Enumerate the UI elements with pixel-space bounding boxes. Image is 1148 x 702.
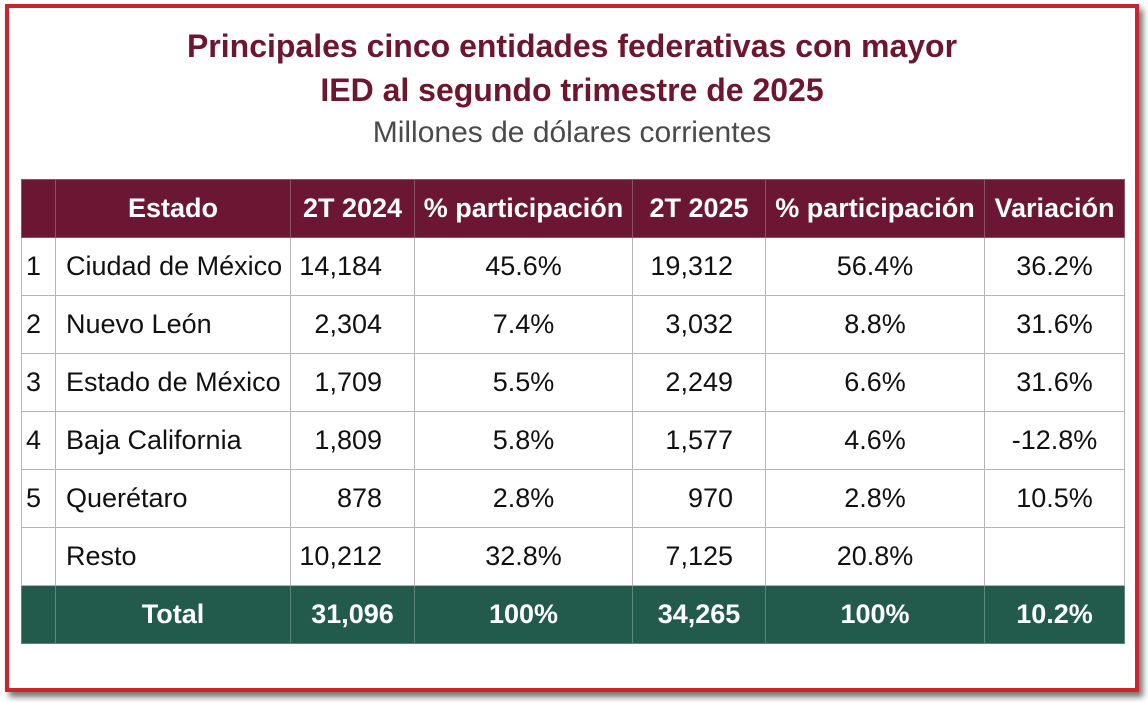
variacion-cell: 31.6% bbox=[984, 295, 1125, 354]
rank-cell: 2 bbox=[21, 295, 56, 354]
title-line-2: IED al segundo trimestre de 2025 bbox=[320, 72, 824, 108]
value-2024-cell: 1,709 bbox=[290, 353, 415, 412]
share-2024-cell: 7.4% bbox=[414, 295, 633, 354]
share-2025-cell: 6.6% bbox=[765, 353, 985, 412]
value-2024-cell: 2,304 bbox=[290, 295, 415, 354]
estado-cell: Resto bbox=[55, 527, 291, 586]
variacion-cell bbox=[984, 527, 1125, 586]
estado-cell: Baja California bbox=[55, 411, 291, 470]
header-participacion-2024: % participación bbox=[414, 179, 633, 238]
total-variacion: 10.2% bbox=[984, 585, 1125, 644]
share-2025-cell: 4.6% bbox=[765, 411, 985, 470]
ied-table: Estado 2T 2024 % participación 2T 2025 %… bbox=[21, 179, 1125, 644]
value-2025-cell: 1,577 bbox=[632, 411, 766, 470]
total-value-2025: 34,265 bbox=[632, 585, 766, 644]
variacion-cell: -12.8% bbox=[984, 411, 1125, 470]
total-share-2024: 100% bbox=[414, 585, 633, 644]
value-2024-cell: 14,184 bbox=[290, 237, 415, 296]
total-value-2024: 31,096 bbox=[290, 585, 415, 644]
subtitle: Millones de dólares corrientes bbox=[372, 116, 772, 149]
header-participacion-2025: % participación bbox=[765, 179, 985, 238]
total-row: Total 31,096 100% 34,265 100% 10.2% bbox=[21, 585, 1125, 644]
header-estado: Estado bbox=[55, 179, 291, 238]
table-row: Resto 10,212 32.8% 7,125 20.8% bbox=[21, 527, 1125, 586]
header-2t2025: 2T 2025 bbox=[632, 179, 766, 238]
estado-cell: Ciudad de México bbox=[55, 237, 291, 296]
share-2024-cell: 32.8% bbox=[414, 527, 633, 586]
share-2024-cell: 5.5% bbox=[414, 353, 633, 412]
table-row: 4 Baja California 1,809 5.8% 1,577 4.6% … bbox=[21, 411, 1125, 470]
estado-cell: Nuevo León bbox=[55, 295, 291, 354]
header-2t2024: 2T 2024 bbox=[290, 179, 415, 238]
table-row: 2 Nuevo León 2,304 7.4% 3,032 8.8% 31.6% bbox=[21, 295, 1125, 354]
table-row: 3 Estado de México 1,709 5.5% 2,249 6.6%… bbox=[21, 353, 1125, 412]
total-label: Total bbox=[55, 585, 291, 644]
slide-frame: Principales cinco entidades federativas … bbox=[5, 4, 1139, 692]
share-2024-cell: 5.8% bbox=[414, 411, 633, 470]
value-2024-cell: 10,212 bbox=[290, 527, 415, 586]
rank-cell: 5 bbox=[21, 469, 56, 528]
header-row: Estado 2T 2024 % participación 2T 2025 %… bbox=[21, 179, 1125, 238]
value-2024-cell: 1,809 bbox=[290, 411, 415, 470]
value-2024-cell: 878 bbox=[290, 469, 415, 528]
header-variacion: Variación bbox=[984, 179, 1125, 238]
rank-cell: 1 bbox=[21, 237, 56, 296]
rank-cell: 4 bbox=[21, 411, 56, 470]
header-rank bbox=[21, 179, 56, 238]
rank-cell bbox=[21, 527, 56, 586]
variacion-cell: 10.5% bbox=[984, 469, 1125, 528]
table-row: 1 Ciudad de México 14,184 45.6% 19,312 5… bbox=[21, 237, 1125, 296]
share-2025-cell: 56.4% bbox=[765, 237, 985, 296]
estado-cell: Querétaro bbox=[55, 469, 291, 528]
estado-cell: Estado de México bbox=[55, 353, 291, 412]
variacion-cell: 31.6% bbox=[984, 353, 1125, 412]
value-2025-cell: 19,312 bbox=[632, 237, 766, 296]
share-2024-cell: 2.8% bbox=[414, 469, 633, 528]
share-2024-cell: 45.6% bbox=[414, 237, 633, 296]
value-2025-cell: 970 bbox=[632, 469, 766, 528]
value-2025-cell: 3,032 bbox=[632, 295, 766, 354]
total-share-2025: 100% bbox=[765, 585, 985, 644]
table-row: 5 Querétaro 878 2.8% 970 2.8% 10.5% bbox=[21, 469, 1125, 528]
rank-cell: 3 bbox=[21, 353, 56, 412]
value-2025-cell: 2,249 bbox=[632, 353, 766, 412]
variacion-cell: 36.2% bbox=[984, 237, 1125, 296]
total-rank-cell bbox=[21, 585, 56, 644]
share-2025-cell: 20.8% bbox=[765, 527, 985, 586]
share-2025-cell: 2.8% bbox=[765, 469, 985, 528]
share-2025-cell: 8.8% bbox=[765, 295, 985, 354]
title-line-1: Principales cinco entidades federativas … bbox=[186, 28, 958, 64]
value-2025-cell: 7,125 bbox=[632, 527, 766, 586]
